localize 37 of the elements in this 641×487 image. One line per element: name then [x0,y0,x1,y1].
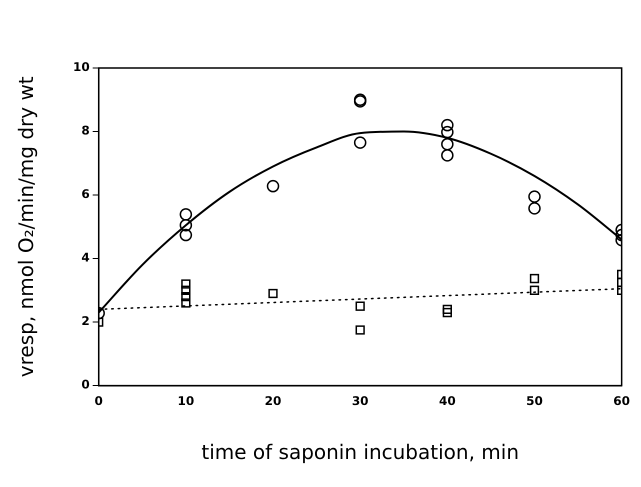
y-tick-label: 8 [81,124,90,138]
y-tick-label: 4 [81,250,90,265]
point [266,180,280,192]
point [354,136,366,149]
x-tick-label: 40 [438,394,456,408]
point [181,279,190,289]
x-tick-label: 10 [178,394,194,408]
point [530,286,540,295]
point [530,274,540,284]
x-tick-label: 30 [352,394,369,408]
point [268,288,278,298]
point [442,304,452,314]
point [181,292,190,302]
point [441,149,454,162]
point [528,190,541,203]
point [441,126,454,138]
x-tick-label: 60 [613,394,630,408]
point [181,298,190,308]
x-tick-label: 0 [94,394,103,408]
point [442,308,452,318]
point [181,286,190,295]
point [441,138,454,150]
point [528,202,541,215]
x-axis-title: time of saponin incubation, min [201,440,520,464]
y-tick-label: 6 [81,187,90,202]
point [441,118,454,132]
point [180,228,192,242]
x-tick-label: 50 [526,394,543,408]
y-axis-title: vresp, nmol O₂/min/mg dry wt [14,76,38,378]
point [356,302,365,311]
point [356,325,365,335]
point [180,208,192,221]
x-tick-label: 20 [264,394,282,408]
y-tick-label: 2 [81,314,90,328]
y-tick-label: 10 [72,60,90,74]
y-tick-label: 0 [81,378,90,392]
point [180,218,192,232]
